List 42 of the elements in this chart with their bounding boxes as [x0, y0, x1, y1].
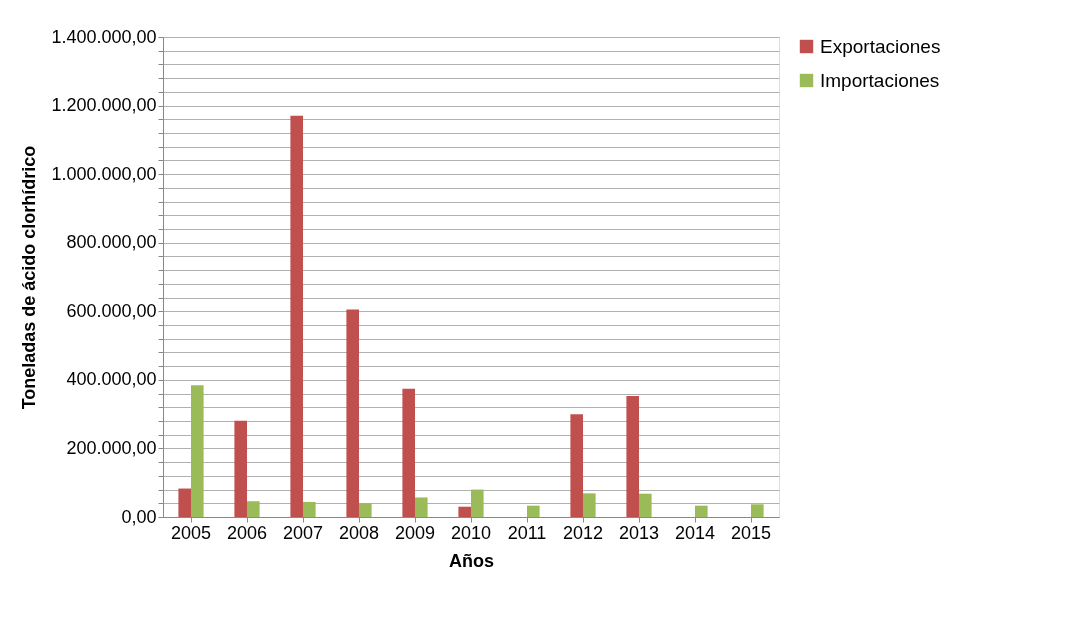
bar	[751, 504, 764, 517]
x-tick-label: 2005	[170, 522, 212, 543]
bar	[303, 501, 316, 517]
bar	[290, 115, 303, 517]
y-tick-label: 1.000.000,00	[51, 163, 157, 184]
x-tick-label: 2009	[394, 522, 436, 543]
y-tick-label: 1.200.000,00	[51, 95, 157, 116]
bar	[247, 501, 260, 517]
x-tick-label: 2006	[226, 522, 268, 543]
legend-label: Importaciones	[820, 69, 940, 91]
x-tick-label: 2007	[282, 522, 324, 543]
bar	[570, 414, 583, 517]
y-tick-label: 800.000,00	[66, 232, 157, 253]
y-tick-label: 1.400.000,00	[51, 26, 157, 47]
x-tick-label: 2008	[338, 522, 380, 543]
x-tick-label: 2015	[730, 522, 772, 543]
x-axis-title: Años	[449, 550, 494, 571]
x-tick-label: 2011	[507, 522, 547, 543]
bar	[471, 489, 484, 517]
bar	[583, 493, 596, 517]
bar	[415, 497, 428, 517]
bar	[527, 505, 540, 517]
legend-label: Exportaciones	[820, 35, 941, 57]
bar	[346, 309, 359, 517]
y-axis-title: Toneladas de ácido clorhídrico	[19, 145, 40, 410]
y-tick-label: 600.000,00	[66, 300, 157, 321]
y-tick-label: 200.000,00	[66, 437, 157, 458]
x-tick-label: 2014	[674, 522, 716, 543]
y-tick-label: 400.000,00	[66, 369, 157, 390]
x-tick-label: 2013	[618, 522, 660, 543]
bar	[234, 420, 247, 517]
bar	[402, 388, 415, 517]
x-tick-label: 2012	[562, 522, 604, 543]
bar	[191, 385, 204, 517]
bar	[178, 488, 191, 517]
y-tick-label: 0,00	[121, 506, 157, 527]
bar	[359, 503, 372, 517]
bar	[626, 395, 639, 517]
x-tick-label: 2010	[450, 522, 492, 543]
bar	[695, 505, 708, 517]
bar	[458, 506, 471, 517]
bar	[639, 493, 652, 517]
